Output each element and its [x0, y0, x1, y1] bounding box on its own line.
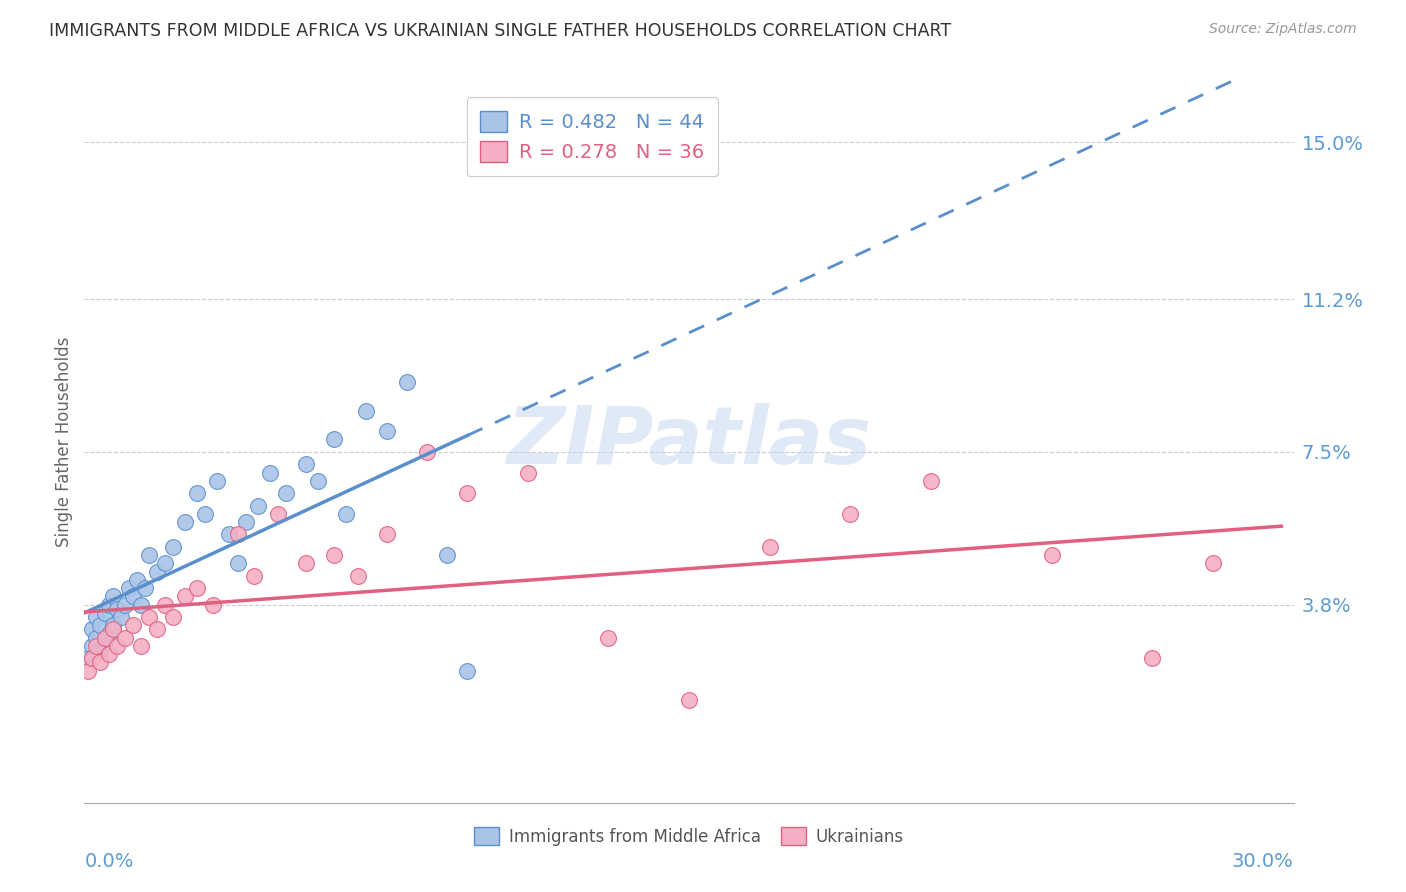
Point — [89, 643, 111, 657]
Point — [114, 631, 136, 645]
Point — [1040, 548, 1063, 562]
Point — [129, 639, 152, 653]
Point — [246, 499, 269, 513]
Point — [134, 581, 156, 595]
Point — [218, 527, 240, 541]
Point — [274, 486, 297, 500]
Point — [153, 598, 176, 612]
Point — [97, 598, 120, 612]
Point — [839, 507, 862, 521]
Point — [207, 474, 229, 488]
Point — [97, 626, 120, 640]
Point — [295, 457, 318, 471]
Point — [226, 527, 249, 541]
Point — [456, 664, 478, 678]
Point — [920, 474, 942, 488]
Point — [436, 548, 458, 562]
Point — [186, 581, 208, 595]
Point — [267, 507, 290, 521]
Point — [456, 486, 478, 500]
Point — [356, 403, 378, 417]
Legend: Immigrants from Middle Africa, Ukrainians: Immigrants from Middle Africa, Ukrainian… — [467, 821, 911, 852]
Point — [138, 610, 160, 624]
Point — [121, 590, 143, 604]
Point — [295, 557, 318, 571]
Point — [307, 474, 329, 488]
Point — [146, 623, 169, 637]
Point — [89, 618, 111, 632]
Point — [82, 623, 104, 637]
Point — [105, 601, 128, 615]
Point — [93, 606, 115, 620]
Point — [375, 527, 398, 541]
Point — [186, 486, 208, 500]
Point — [416, 445, 439, 459]
Text: 0.0%: 0.0% — [84, 853, 134, 871]
Text: 30.0%: 30.0% — [1232, 853, 1294, 871]
Point — [129, 598, 152, 612]
Point — [101, 618, 124, 632]
Point — [77, 651, 100, 665]
Point — [259, 466, 281, 480]
Point — [138, 548, 160, 562]
Point — [118, 581, 141, 595]
Point — [174, 515, 197, 529]
Point — [93, 631, 115, 645]
Point — [101, 623, 124, 637]
Point — [101, 590, 124, 604]
Y-axis label: Single Father Households: Single Father Households — [55, 336, 73, 547]
Point — [77, 664, 100, 678]
Point — [82, 651, 104, 665]
Text: ZIPatlas: ZIPatlas — [506, 402, 872, 481]
Point — [162, 610, 184, 624]
Point — [1202, 557, 1225, 571]
Point — [86, 631, 108, 645]
Point — [1142, 651, 1164, 665]
Point — [146, 565, 169, 579]
Text: Source: ZipAtlas.com: Source: ZipAtlas.com — [1209, 22, 1357, 37]
Point — [598, 631, 620, 645]
Point — [114, 598, 136, 612]
Point — [235, 515, 257, 529]
Point — [121, 618, 143, 632]
Point — [125, 573, 148, 587]
Point — [516, 466, 538, 480]
Point — [375, 424, 398, 438]
Point — [226, 557, 249, 571]
Point — [323, 548, 346, 562]
Point — [86, 610, 108, 624]
Point — [89, 656, 111, 670]
Point — [323, 433, 346, 447]
Point — [110, 610, 132, 624]
Point — [678, 692, 700, 706]
Point — [174, 590, 197, 604]
Point — [86, 639, 108, 653]
Point — [758, 540, 780, 554]
Point — [335, 507, 357, 521]
Point — [105, 639, 128, 653]
Point — [82, 639, 104, 653]
Point — [242, 568, 264, 582]
Point — [202, 598, 225, 612]
Point — [395, 375, 418, 389]
Point — [153, 557, 176, 571]
Point — [97, 647, 120, 661]
Text: IMMIGRANTS FROM MIDDLE AFRICA VS UKRAINIAN SINGLE FATHER HOUSEHOLDS CORRELATION : IMMIGRANTS FROM MIDDLE AFRICA VS UKRAINI… — [49, 22, 952, 40]
Point — [162, 540, 184, 554]
Point — [93, 634, 115, 648]
Point — [194, 507, 217, 521]
Point — [347, 568, 370, 582]
